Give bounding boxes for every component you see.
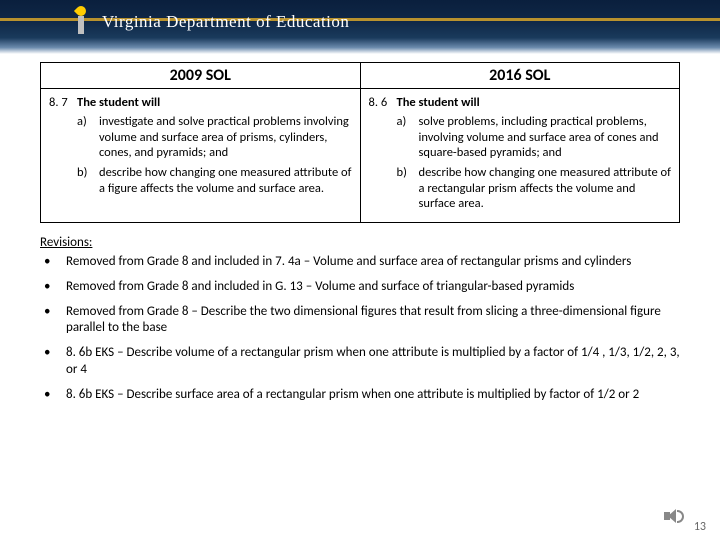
list-item: a) investigate and solve practical probl… [77,114,352,161]
bullet-icon: • [40,254,66,271]
col-header-2009: 2009 SOL [41,63,361,89]
item-letter: a) [77,114,99,161]
standard-number-left: 8. 7 [49,95,77,110]
item-text: solve problems, including practical prob… [419,114,672,161]
revision-text: Removed from Grade 8 and included in 7. … [66,254,680,271]
revision-item: • Removed from Grade 8 and included in 7… [40,254,680,271]
header-logo: Virginia Department of Education [70,6,349,38]
torch-icon [70,6,94,38]
standard-label-left: The student will [77,95,160,110]
speaker-icon [664,508,686,526]
revision-item: • Removed from Grade 8 and included in G… [40,279,680,296]
list-item: b) describe how changing one measured at… [397,165,672,212]
item-letter: b) [397,165,419,212]
bullet-icon: • [40,279,66,296]
item-text: describe how changing one measured attri… [419,165,672,212]
col-header-2016: 2016 SOL [360,63,680,89]
item-text: investigate and solve practical problems… [99,114,352,161]
bullet-icon: • [40,387,66,404]
revisions-section: Revisions: • Removed from Grade 8 and in… [40,235,680,404]
sol-comparison-table: 2009 SOL 2016 SOL 8. 7 The student will … [40,62,680,223]
org-name: Virginia Department of Education [102,12,349,32]
list-item: b) describe how changing one measured at… [77,165,352,196]
revision-text: 8. 6b EKS – Describe surface area of a r… [66,387,680,404]
bullet-icon: • [40,304,66,338]
header-band: Virginia Department of Education [0,0,720,54]
slide-content: 2009 SOL 2016 SOL 8. 7 The student will … [0,54,720,404]
item-letter: a) [397,114,419,161]
cell-2009: 8. 7 The student will a) investigate and… [41,89,361,223]
page-number: 13 [694,520,706,534]
revision-text: Removed from Grade 8 and included in G. … [66,279,680,296]
item-letter: b) [77,165,99,196]
revisions-list: • Removed from Grade 8 and included in 7… [40,254,680,404]
cell-2016: 8. 6 The student will a) solve problems,… [360,89,680,223]
revision-text: Removed from Grade 8 – Describe the two … [66,304,680,338]
revisions-title: Revisions: [40,235,680,250]
bullet-icon: • [40,345,66,379]
revision-text: 8. 6b EKS – Describe volume of a rectang… [66,345,680,379]
list-item: a) solve problems, including practical p… [397,114,672,161]
revision-item: • 8. 6b EKS – Describe volume of a recta… [40,345,680,379]
standard-label-right: The student will [397,95,480,110]
revision-item: • Removed from Grade 8 – Describe the tw… [40,304,680,338]
standard-number-right: 8. 6 [369,95,397,110]
item-text: describe how changing one measured attri… [99,165,352,196]
revision-item: • 8. 6b EKS – Describe surface area of a… [40,387,680,404]
